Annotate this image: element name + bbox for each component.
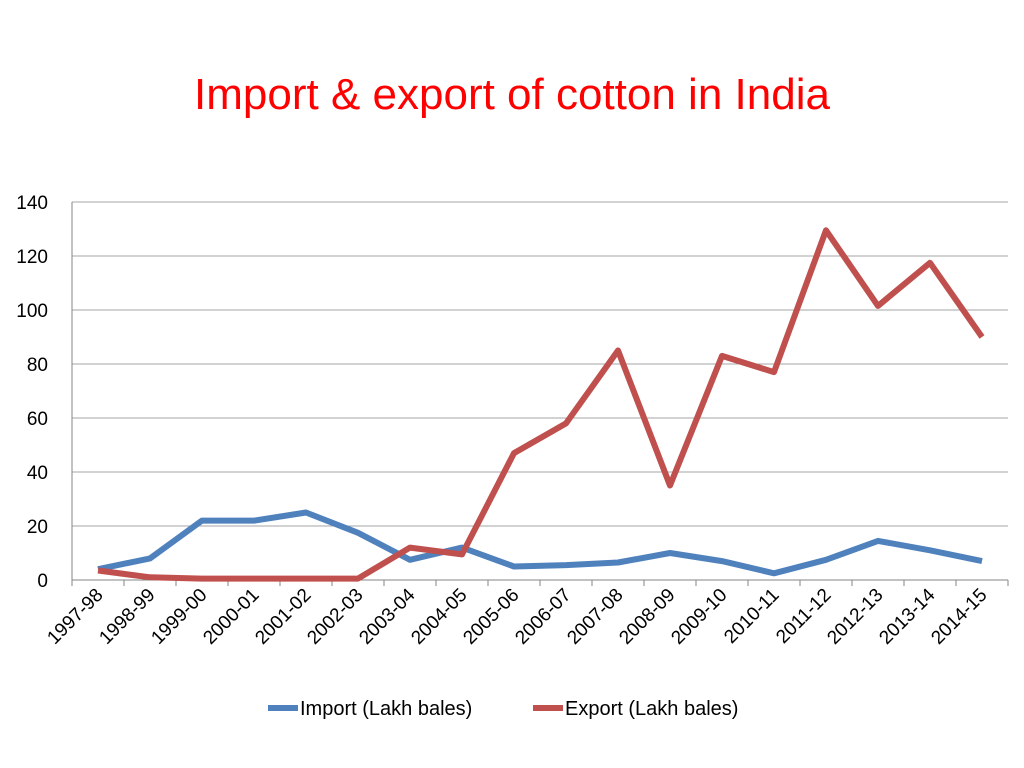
x-tick-label-2002-03: 2002-03 [303, 585, 367, 649]
y-tick-label: 80 [27, 355, 48, 376]
x-tick-label-2006-07: 2006-07 [511, 585, 575, 649]
legend-label-import: Import (Lakh bales) [300, 698, 472, 720]
x-tick-label-2001-02: 2001-02 [251, 585, 315, 649]
x-tick-label-2009-10: 2009-10 [667, 585, 731, 649]
series-line-export [97, 227, 985, 582]
y-tick-label: 100 [16, 301, 48, 322]
x-tick-label-1998-99: 1998-99 [95, 585, 159, 649]
x-tick-label-2007-08: 2007-08 [563, 585, 627, 649]
series-line-import [97, 509, 983, 577]
x-tick-label-2003-04: 2003-04 [355, 584, 419, 648]
y-tick-label: 0 [37, 571, 48, 592]
x-tick-label-1999-00: 1999-00 [147, 585, 211, 649]
y-tick-label: 20 [27, 517, 48, 538]
legend-label-export: Export (Lakh bales) [565, 698, 738, 720]
x-tick-label-2014-15: 2014-15 [927, 585, 991, 649]
x-tick-label-2004-05: 2004-05 [407, 585, 471, 649]
y-tick-label: 40 [27, 463, 48, 484]
y-tick-label: 120 [16, 247, 48, 268]
y-tick-label: 140 [16, 193, 48, 214]
y-tick-label: 60 [27, 409, 48, 430]
x-tick-label-2013-14: 2013-14 [875, 584, 939, 648]
chart-title: Import & export of cotton in India [194, 70, 830, 119]
x-tick-label-2005-06: 2005-06 [459, 585, 523, 649]
x-tick-label-2012-13: 2012-13 [823, 585, 887, 649]
x-tick-label-2008-09: 2008-09 [615, 585, 679, 649]
x-tick-label-1997-98: 1997-98 [43, 585, 107, 649]
x-tick-label-2010-11: 2010-11 [720, 585, 783, 648]
x-tick-label-2011-12: 2011-12 [772, 585, 835, 648]
x-tick-label-2000-01: 2000-01 [199, 585, 263, 649]
